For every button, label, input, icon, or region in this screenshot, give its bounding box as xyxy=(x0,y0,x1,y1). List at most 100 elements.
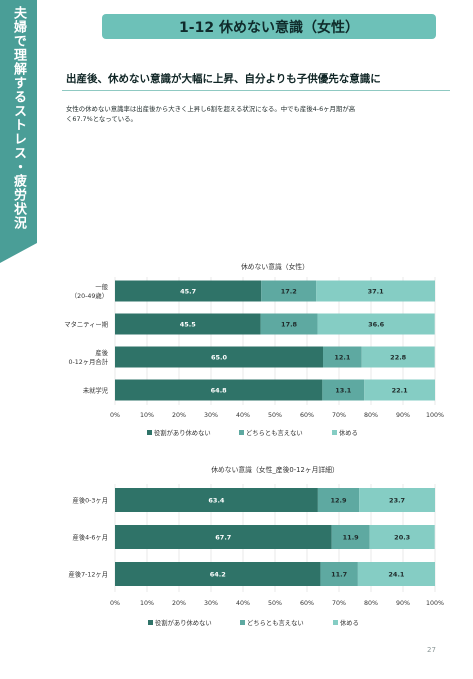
category-label-line: マタニティー期 xyxy=(64,320,108,329)
data-label: 22.8 xyxy=(390,354,407,362)
data-label: 24.1 xyxy=(388,571,405,579)
tick-label: 80% xyxy=(364,600,378,607)
category-label: 産後4-6ヶ月 xyxy=(73,533,108,542)
bar-segment xyxy=(115,346,323,368)
legend-label: 休める xyxy=(339,428,358,437)
data-label: 45.7 xyxy=(180,288,196,296)
category-label-line: （20-49歳） xyxy=(71,291,108,300)
chart-title: 休めない意識（女性） xyxy=(241,262,309,271)
tick-label: 10% xyxy=(140,412,154,419)
data-label: 67.7 xyxy=(215,534,231,542)
headline: 出産後、休めない意識が大幅に上昇、自分よりも子供優先な意識に xyxy=(66,73,381,85)
legend-label: 休める xyxy=(340,618,359,627)
data-label: 23.7 xyxy=(389,497,405,505)
data-label: 17.8 xyxy=(281,321,298,329)
data-label: 11.7 xyxy=(331,571,347,579)
tick-label: 50% xyxy=(268,412,282,419)
tick-label: 80% xyxy=(364,412,378,419)
tick-label: 50% xyxy=(268,600,282,607)
data-label: 20.3 xyxy=(394,534,410,542)
data-label: 22.1 xyxy=(392,387,409,395)
tick-label: 30% xyxy=(204,412,218,419)
legend-label: 役割があり休めない xyxy=(155,618,212,627)
bar-segment xyxy=(316,280,435,302)
side-tab: 夫婦で理解するストレス・疲労状況 xyxy=(0,0,37,263)
legend-swatch xyxy=(147,430,152,435)
legend-label: 役割があり休めない xyxy=(154,428,211,437)
side-tab-text: 夫婦で理解するストレス・疲労状況 xyxy=(11,6,26,230)
bar-segment xyxy=(115,488,318,512)
legend-swatch xyxy=(148,620,153,625)
data-label: 65.0 xyxy=(211,354,228,362)
category-label-line: 一般 xyxy=(95,282,108,291)
tick-label: 40% xyxy=(236,600,250,607)
data-label: 12.9 xyxy=(330,497,347,505)
legend-swatch xyxy=(333,620,338,625)
tick-label: 60% xyxy=(300,600,314,607)
data-label: 37.1 xyxy=(368,288,385,296)
bar-segment xyxy=(115,525,332,549)
tick-label: 100% xyxy=(426,600,444,607)
section-title: 1-12 休めない意識（女性） xyxy=(102,14,436,39)
category-label-line: 0-12ヶ月合計 xyxy=(69,357,109,366)
category-label: 産後0-3ヶ月 xyxy=(73,496,108,505)
tick-label: 30% xyxy=(204,600,218,607)
tick-label: 20% xyxy=(172,600,186,607)
data-label: 64.2 xyxy=(210,571,226,579)
category-label: 未就学児 xyxy=(83,386,109,395)
tick-label: 100% xyxy=(426,412,444,419)
category-label-line: 産後7-12ヶ月 xyxy=(69,570,108,579)
category-label: 産後 0-12ヶ月合計 xyxy=(69,348,109,366)
bar-segment xyxy=(261,280,317,302)
bar-segment xyxy=(115,280,262,302)
category-label: マタニティー期 xyxy=(64,320,108,329)
body-line-1: 女性の休めない意識率は出産後から大きく上昇し6割を超える状況になる。中でも産後4… xyxy=(66,105,356,113)
tick-label: 20% xyxy=(172,412,186,419)
body-line-2: く67.7%となっている。 xyxy=(66,115,137,123)
tick-label: 70% xyxy=(332,412,346,419)
bar-segment xyxy=(115,379,323,401)
bar-segment xyxy=(320,562,358,586)
bar-segment xyxy=(317,488,360,512)
bar-segment xyxy=(357,562,435,586)
tick-label: 40% xyxy=(236,412,250,419)
legend-label: どちらとも言えない xyxy=(247,618,304,627)
data-label: 12.1 xyxy=(334,354,351,362)
bar-segment xyxy=(317,313,435,335)
legend-label: どちらとも言えない xyxy=(246,428,303,437)
bar-segment xyxy=(359,488,435,512)
tick-label: 90% xyxy=(396,600,410,607)
legend-swatch xyxy=(332,430,337,435)
category-label: 産後7-12ヶ月 xyxy=(69,570,108,579)
data-label: 17.2 xyxy=(281,288,297,296)
data-label: 13.1 xyxy=(335,387,352,395)
data-label: 11.9 xyxy=(343,534,360,542)
tick-label: 0% xyxy=(110,412,120,419)
tick-label: 10% xyxy=(140,600,154,607)
page-number: 27 xyxy=(427,646,436,654)
data-label: 63.4 xyxy=(208,497,225,505)
bar-segment xyxy=(260,313,318,335)
headline-divider xyxy=(62,90,450,91)
tick-label: 90% xyxy=(396,412,410,419)
body-text: 女性の休めない意識率は出産後から大きく上昇し6割を超える状況になる。中でも産後4… xyxy=(66,104,446,124)
category-label-line: 産後 xyxy=(95,348,108,357)
chart-rest-awareness-postpartum: 休めない意識（女性_産後0-12ヶ月詳細） 63.4 12.9 23.7 産後0-3ヶ月… xyxy=(69,465,444,627)
tick-label: 60% xyxy=(300,412,314,419)
category-label: 一般（20-49歳） xyxy=(71,282,109,300)
tick-label: 70% xyxy=(332,600,346,607)
category-label-line: 産後0-3ヶ月 xyxy=(73,496,108,505)
legend-swatch xyxy=(239,430,244,435)
legend-swatch xyxy=(240,620,245,625)
bar-segment xyxy=(115,313,261,335)
data-label: 64.8 xyxy=(211,387,228,395)
category-label-line: 産後4-6ヶ月 xyxy=(73,533,108,542)
chart-title: 休めない意識（女性_産後0-12ヶ月詳細） xyxy=(211,465,339,474)
tick-label: 0% xyxy=(110,600,120,607)
bar-segment xyxy=(331,525,370,549)
bar-segment xyxy=(323,346,362,368)
data-label: 36.6 xyxy=(368,321,385,329)
bar-segment xyxy=(369,525,435,549)
data-label: 45.5 xyxy=(180,321,197,329)
bar-segment xyxy=(115,562,321,586)
